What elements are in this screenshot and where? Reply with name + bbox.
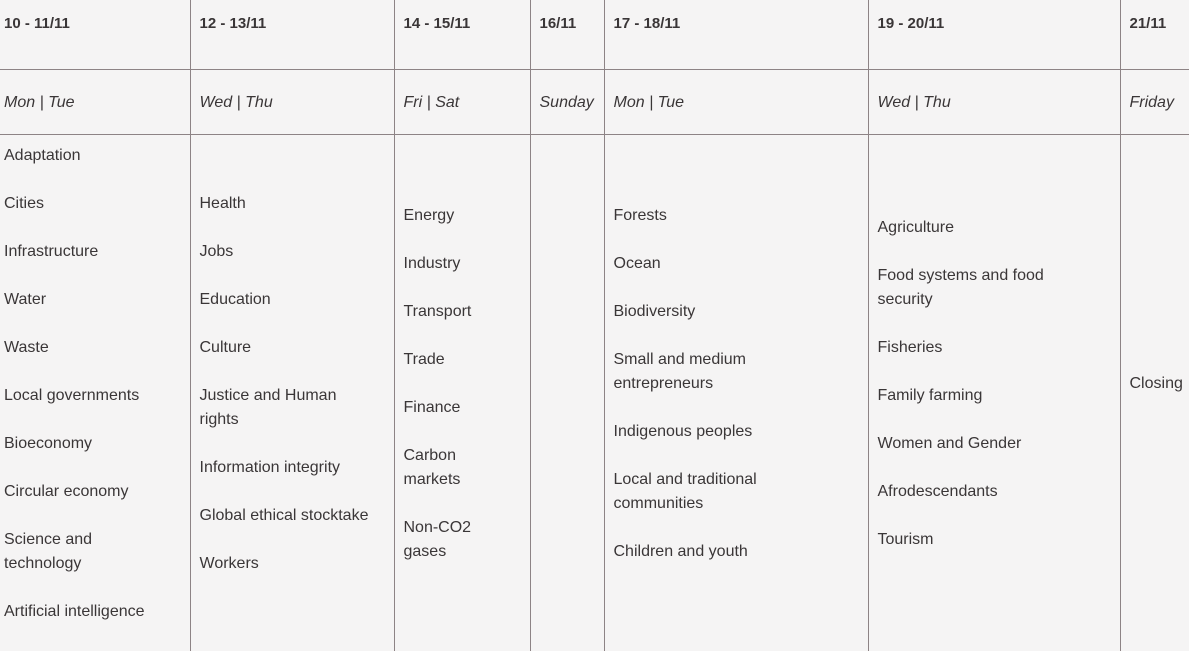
topic: Artificial intelligence <box>4 602 145 620</box>
topics-cell: Agriculture Food systems and food securit… <box>867 133 1121 651</box>
topic: Culture <box>199 338 252 356</box>
topic: Waste <box>4 338 49 356</box>
day-cell: Fri | Sat <box>393 68 531 135</box>
date-cell: 12 - 13/11 <box>189 0 395 70</box>
topics-cell: Health Jobs Education Culture Justice and Hu… <box>189 133 395 651</box>
day-row: Mon | Tue Wed | Thu Fri | Sat Sunday Mon | T… <box>0 68 1189 135</box>
topic: Water <box>4 290 47 308</box>
topic: Local and traditional communities <box>613 470 757 512</box>
topic: Women and Gender <box>877 434 1022 452</box>
topic: Indigenous peoples <box>613 422 753 440</box>
topic: Industry <box>403 254 461 272</box>
topic: Cities <box>4 194 45 212</box>
day-cell: Sunday <box>529 68 605 135</box>
date-cell: 14 - 15/11 <box>393 0 531 70</box>
day-cell: Wed | Thu <box>189 68 395 135</box>
topic: Food systems and food security <box>877 266 1044 308</box>
topic: Energy <box>403 206 455 224</box>
topic: Fisheries <box>877 338 943 356</box>
topics-cell: Forests Ocean Biodiversity Small and medium… <box>603 133 869 651</box>
topic: Closing <box>1129 374 1183 392</box>
topic: Global ethical stocktake <box>199 506 369 524</box>
topic: Circular economy <box>4 482 129 500</box>
topics-cell <box>529 133 605 651</box>
topic: Small and medium entrepreneurs <box>613 350 747 392</box>
day-cell: Wed | Thu <box>867 68 1121 135</box>
day-cell: Mon | Tue <box>0 68 191 135</box>
topic: Transport <box>403 302 472 320</box>
topics-cell: Closing <box>1119 133 1189 651</box>
topic: Information integrity <box>199 458 341 476</box>
topic: Agriculture <box>877 218 954 236</box>
topic: Children and youth <box>613 542 748 560</box>
topic: Adaptation <box>4 146 81 164</box>
topic: Health <box>199 194 246 212</box>
topics-row: Adaptation Cities Infrastructure Water Waste… <box>0 133 1189 651</box>
topic: Local governments <box>4 386 140 404</box>
topic: Forests <box>613 206 667 224</box>
topic: Workers <box>199 554 259 572</box>
date-row: 10 - 11/11 12 - 13/11 14 - 15/11 16/11 17 - … <box>0 0 1189 70</box>
date-cell: 19 - 20/11 <box>867 0 1121 70</box>
date-cell: 17 - 18/11 <box>603 0 869 70</box>
topic: Tourism <box>877 530 934 548</box>
topics-cell: Adaptation Cities Infrastructure Water Waste… <box>0 133 191 651</box>
topic: Bioeconomy <box>4 434 93 452</box>
topic: Justice and Human rights <box>199 386 337 428</box>
date-cell: 10 - 11/11 <box>0 0 191 70</box>
topic: Non-CO2 gases <box>403 518 472 560</box>
topic: Ocean <box>613 254 661 272</box>
topic: Infrastructure <box>4 242 99 260</box>
day-cell: Friday <box>1119 68 1189 135</box>
topic: Family farming <box>877 386 983 404</box>
topic: Trade <box>403 350 445 368</box>
topic: Education <box>199 290 271 308</box>
topics-cell: Energy Industry Transport Trade Finance Carbo… <box>393 133 531 651</box>
topic: Afrodescendants <box>877 482 998 500</box>
date-cell: 16/11 <box>529 0 605 70</box>
topic: Finance <box>403 398 461 416</box>
topic: Science and technology <box>4 530 93 572</box>
topic: Jobs <box>199 242 234 260</box>
date-cell: 21/11 <box>1119 0 1189 70</box>
topic: Biodiversity <box>613 302 696 320</box>
topic: Carbon markets <box>403 446 461 488</box>
day-cell: Mon | Tue <box>603 68 869 135</box>
